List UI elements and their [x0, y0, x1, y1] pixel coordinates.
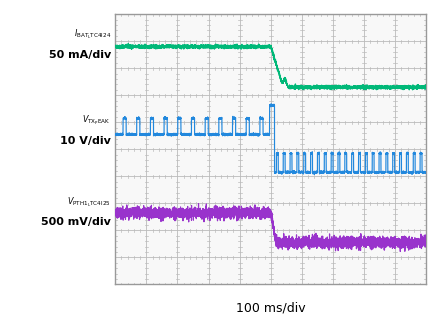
Text: $\mathit{I}$$_{\mathregular{BAT_LTC4I24}}$: $\mathit{I}$$_{\mathregular{BAT_LTC4I24}…	[73, 27, 111, 41]
Text: 50 mA/div: 50 mA/div	[49, 50, 111, 60]
Text: 500 mV/div: 500 mV/div	[41, 217, 111, 227]
Text: 10 V/div: 10 V/div	[60, 136, 111, 146]
Text: $\mathit{V}$$_{\mathregular{PTH1_LTC4I25}}$: $\mathit{V}$$_{\mathregular{PTH1_LTC4I25…	[67, 195, 111, 209]
Text: $\mathit{V}$$_{\mathregular{TX_PEAK}}$: $\mathit{V}$$_{\mathregular{TX_PEAK}}$	[82, 114, 111, 127]
Text: 100 ms/div: 100 ms/div	[235, 302, 305, 315]
